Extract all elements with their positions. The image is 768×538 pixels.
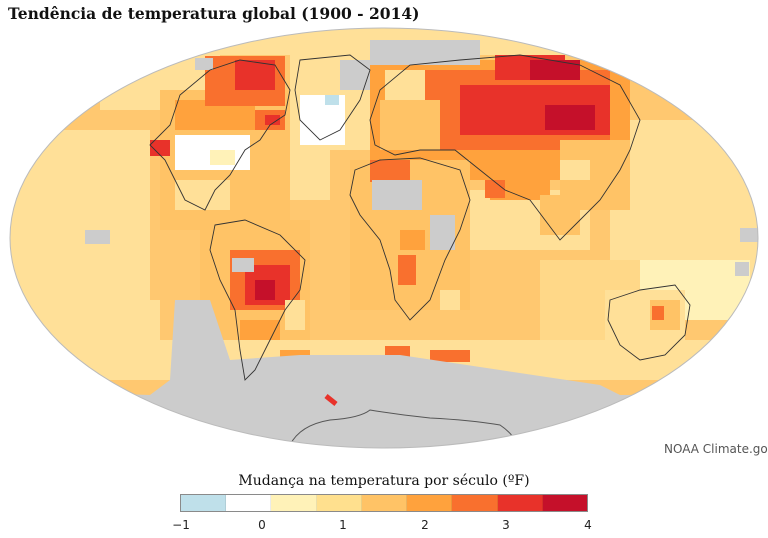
southern-ocean-warm-2 [430,350,470,362]
legend-swatch [361,495,408,511]
eurasia-outline [369,54,641,241]
world-map-svg [9,27,759,449]
legend-tick-label: 4 [584,518,592,532]
legend-tick-label: −1 [172,518,190,532]
legend-swatch [271,495,317,511]
australia-warm [652,306,664,320]
europe [380,100,440,150]
antarctica-coast [289,409,521,448]
brazil-south [285,300,305,330]
color-legend-bar [180,494,588,512]
coastlines [149,54,691,381]
legend-tick-label: 0 [258,518,266,532]
north-america-outline [149,59,291,211]
china-light [560,160,590,180]
scandinavia [385,70,425,100]
southern-africa-warm [398,255,416,285]
us-southeast [210,150,235,165]
legend-swatch [407,495,453,511]
brazil-max [255,280,275,300]
central-asia-max [545,105,595,130]
arctic-russia-max [530,60,580,80]
arabia-warm [485,180,505,198]
temperature-grid [10,28,758,448]
alaska-warm [150,140,170,156]
map-title: Tendência de temperatura global (1900 - … [8,4,420,23]
greenland-outline [294,54,371,141]
sahara-nodata [372,180,422,210]
greenland-cold [325,95,339,105]
south-america-outline [209,219,306,381]
arctic-nodata [370,40,480,65]
globe-outline [9,27,759,449]
mexico [175,180,230,210]
canada-nodata [195,58,213,70]
legend-swatch [181,495,227,511]
arctic-canada-strong [235,60,275,90]
legend-swatch [452,495,498,511]
world-map [9,27,759,449]
pacific-nodata-2 [740,228,758,242]
australia-outline [607,284,691,361]
africa-outline [349,157,471,321]
pacific-nodata-1 [85,230,110,244]
pacific-nodata-3 [735,262,749,276]
legend-tick-label: 2 [421,518,429,532]
equatorial-africa [400,230,425,250]
legend-tick-label: 3 [502,518,510,532]
legend-swatch [316,495,362,511]
north-africa-warm [370,160,410,182]
legend-tick-label: 1 [339,518,347,532]
central-africa-nodata [430,215,455,250]
legend-swatch [542,495,587,511]
quebec-strong [265,115,280,125]
legend-title: Mudança na temperatura por século (ºF) [238,473,530,489]
credit-label: NOAA Climate.gov [664,442,768,456]
legend-swatch [497,495,543,511]
india [540,195,580,235]
antarctic-peninsula-warm [324,394,338,406]
legend-swatch [226,495,272,511]
south-africa [440,290,460,310]
amazon-nodata [232,258,254,272]
